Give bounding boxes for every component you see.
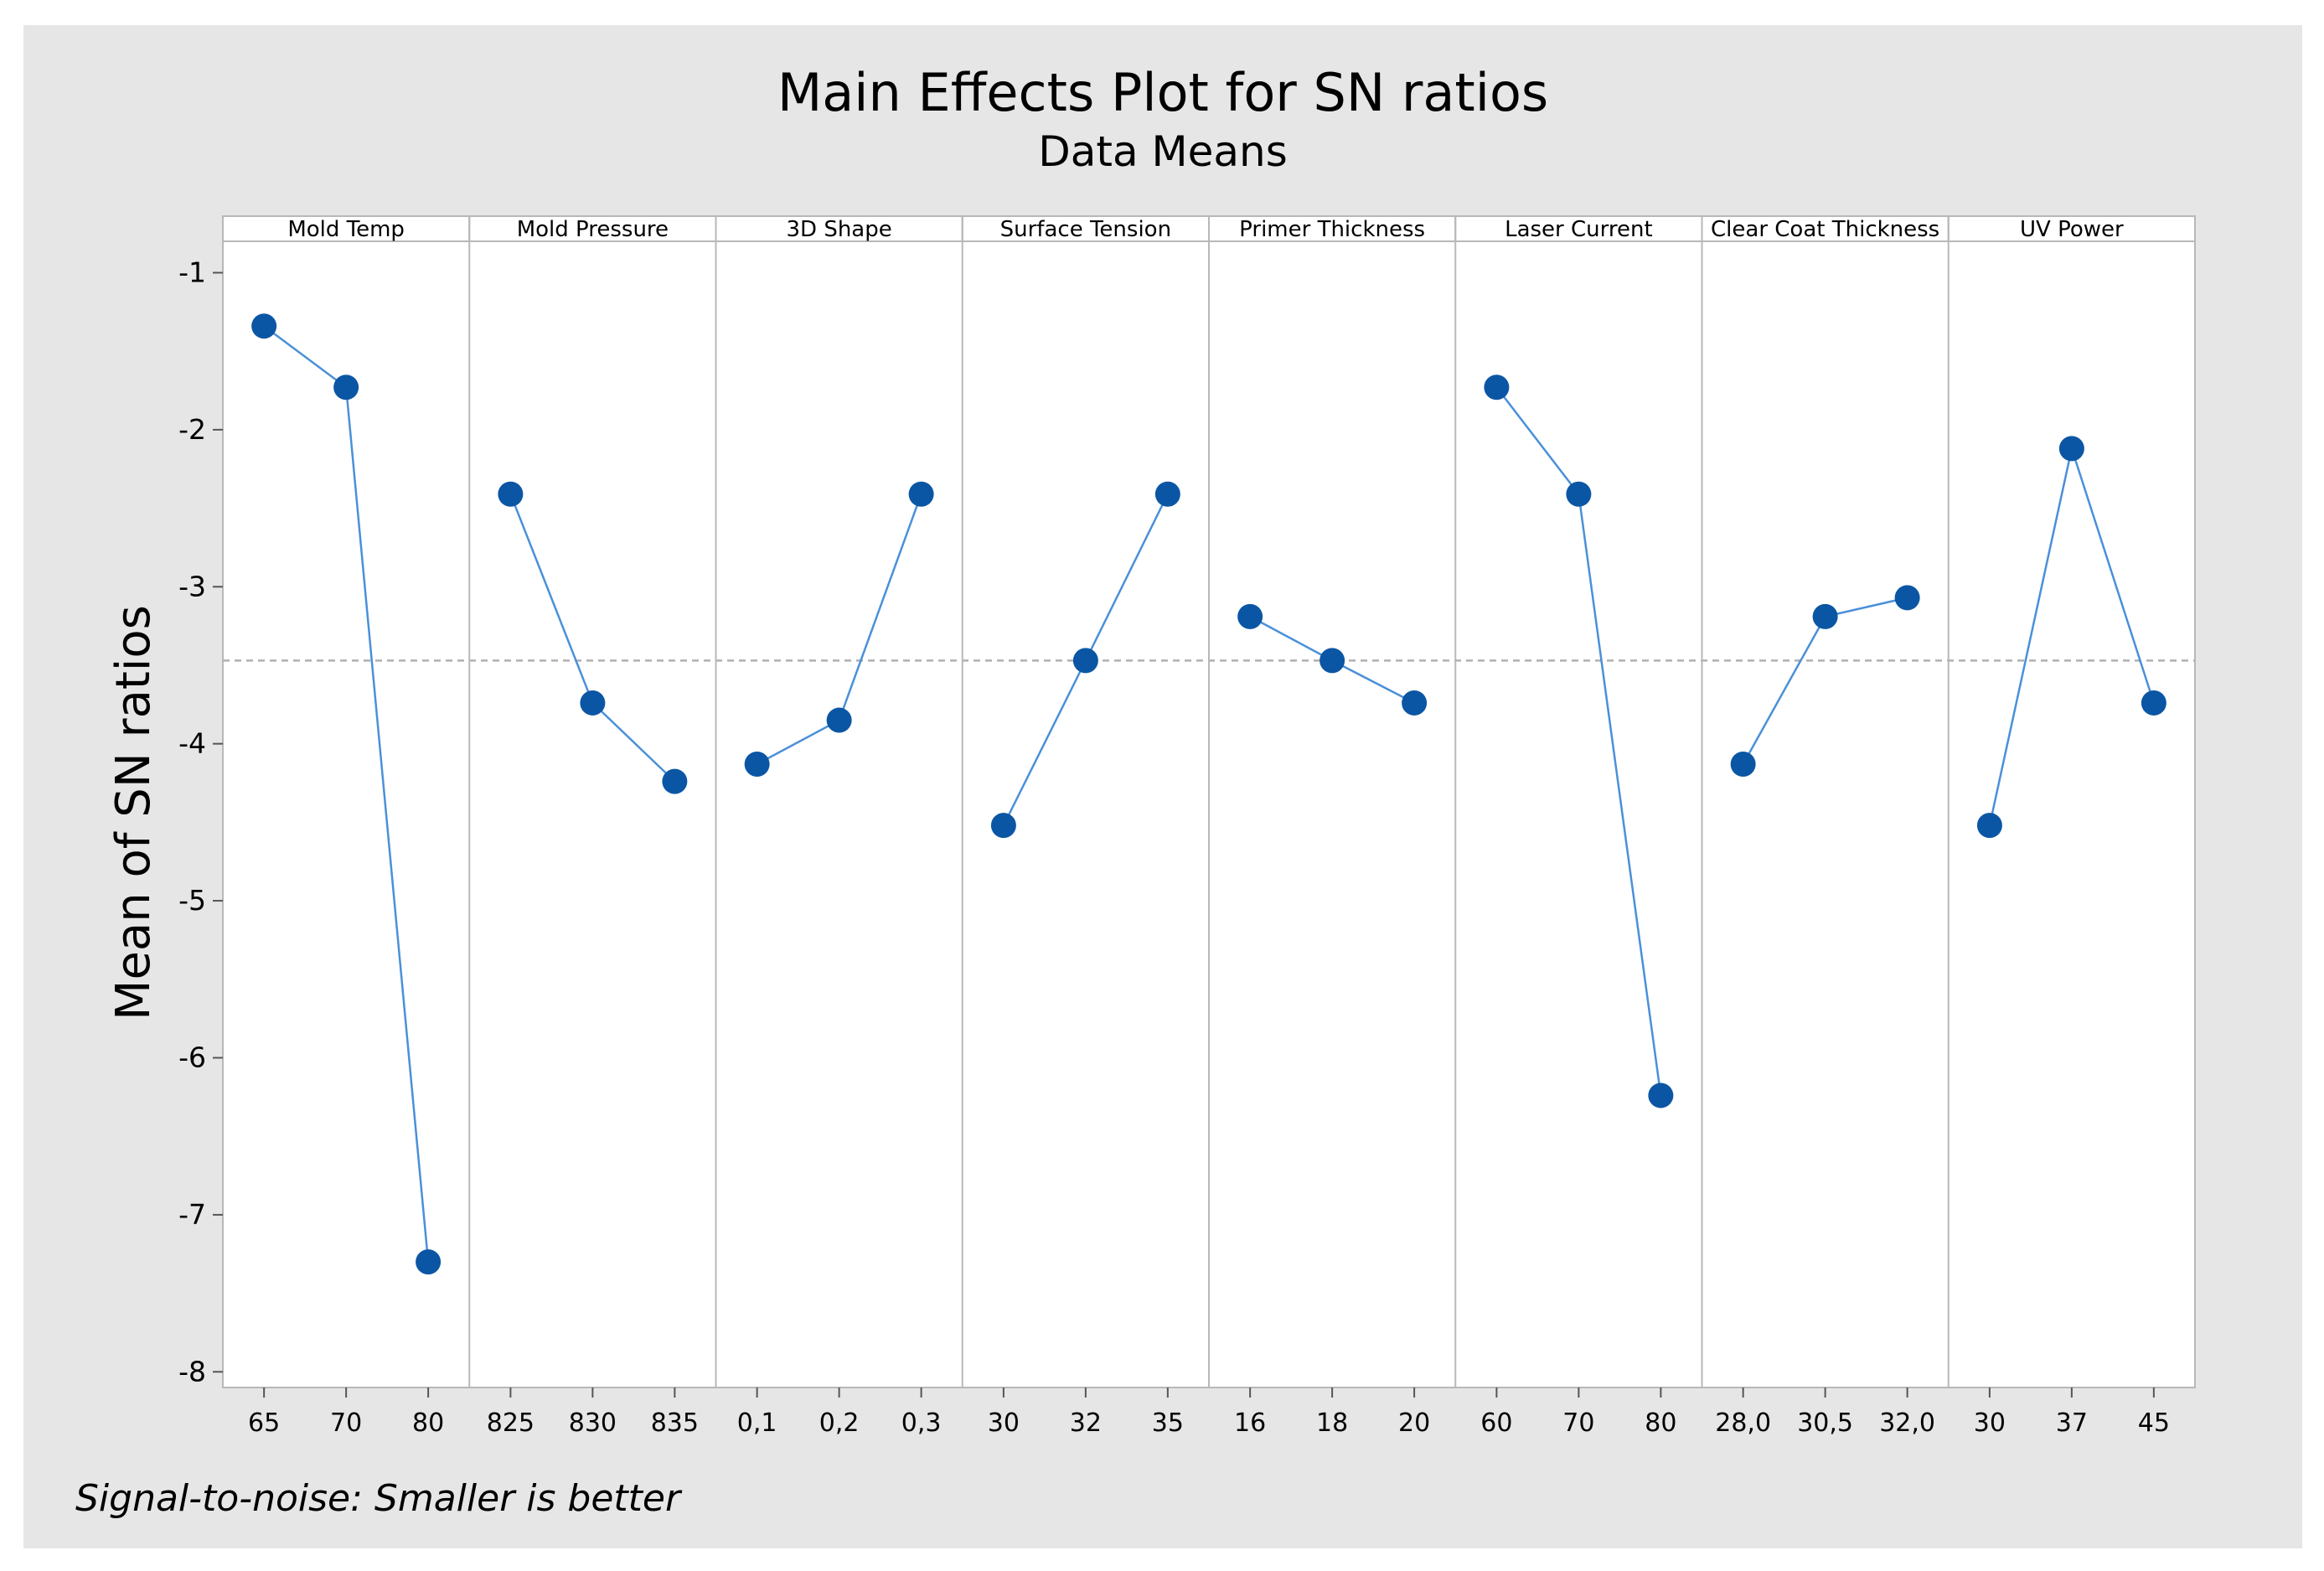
x-tick-label: 18	[1316, 1408, 1348, 1438]
x-tick-label: 70	[1562, 1408, 1594, 1438]
data-point	[826, 707, 852, 733]
data-point	[662, 768, 688, 794]
y-tick-label: -1	[178, 256, 206, 288]
y-tick-label: -5	[178, 884, 206, 917]
footnote: Signal-to-noise: Smaller is better	[75, 1477, 683, 1520]
x-tick-label: 0,3	[901, 1408, 942, 1438]
data-point	[416, 1249, 442, 1275]
data-point	[1072, 648, 1098, 674]
x-tick-label: 60	[1480, 1408, 1512, 1438]
data-point	[1484, 375, 1510, 401]
panel-strip	[1947, 215, 2196, 242]
plot-area: -1 -2 -3 -4 -5 -6 -7 -8 Mold Temp 65 70 80 Mold Pres…	[178, 215, 2196, 1438]
panel-title: Mold Pressure	[517, 217, 669, 242]
chart-title: Main Effects Plot for SN ratios	[777, 62, 1548, 123]
x-tick-label: 30	[988, 1408, 1020, 1438]
y-tick-label: -4	[178, 727, 206, 760]
x-tick-label: 70	[330, 1408, 362, 1438]
y-tick-label: -2	[178, 413, 206, 446]
y-axis-label: Mean of SN ratios	[106, 605, 161, 1021]
x-tick-label: 80	[1645, 1408, 1676, 1438]
panel-strip	[1701, 215, 1950, 242]
data-point	[1154, 481, 1180, 507]
x-tick-label: 32,0	[1879, 1408, 1935, 1438]
panel-strip	[1208, 215, 1457, 242]
x-tick-label: 830	[569, 1408, 617, 1438]
data-point	[1566, 481, 1592, 507]
y-tick-label: -3	[178, 570, 206, 602]
x-tick-label: 20	[1398, 1408, 1430, 1438]
x-tick-label: 45	[2138, 1408, 2170, 1438]
data-point	[908, 481, 934, 507]
panel-title: Surface Tension	[1000, 217, 1171, 242]
data-point	[1812, 603, 1838, 629]
data-point	[1730, 752, 1756, 778]
x-tick-label: 28,0	[1715, 1408, 1771, 1438]
panel-title: Mold Temp	[287, 217, 405, 242]
data-point	[990, 813, 1016, 839]
panel-strip	[961, 215, 1210, 242]
panel-title: Laser Current	[1505, 217, 1653, 242]
data-point	[580, 690, 606, 716]
data-point	[744, 752, 770, 778]
panel-strip	[222, 215, 471, 242]
x-tick-label: 0,2	[819, 1408, 860, 1438]
x-tick-label: 30,5	[1797, 1408, 1853, 1438]
data-point	[1237, 603, 1263, 629]
data-point	[251, 313, 277, 339]
x-tick-label: 835	[651, 1408, 699, 1438]
data-point	[2141, 690, 2166, 716]
y-tick-label: -8	[178, 1355, 206, 1388]
panel-strip	[1454, 215, 1703, 242]
data-point	[1402, 690, 1428, 716]
data-point	[2058, 436, 2084, 462]
data-point	[1976, 813, 2002, 839]
x-tick-label: 0,1	[737, 1408, 777, 1438]
x-tick-label: 16	[1234, 1408, 1266, 1438]
x-tick-label: 32	[1070, 1408, 1102, 1438]
chart-subtitle: Data Means	[1038, 127, 1288, 176]
x-tick-label: 65	[248, 1408, 280, 1438]
panel-title: 3D Shape	[787, 217, 892, 242]
data-point	[1648, 1083, 1674, 1108]
main-effects-chart: Main Effects Plot for SN ratios Data Mea…	[75, 62, 2196, 1520]
panel-title: Clear Coat Thickness	[1711, 217, 1939, 242]
panel-title: UV Power	[2020, 217, 2124, 242]
x-tick-label: 37	[2056, 1408, 2088, 1438]
y-tick-label: -7	[178, 1198, 206, 1231]
x-tick-label: 30	[1974, 1408, 2006, 1438]
data-point	[333, 375, 359, 401]
x-tick-label: 35	[1152, 1408, 1184, 1438]
panel-title: Primer Thickness	[1239, 217, 1425, 242]
x-tick-label: 825	[487, 1408, 535, 1438]
panel-strip	[715, 215, 963, 242]
data-point	[498, 481, 524, 507]
data-point	[1894, 585, 1920, 611]
x-tick-label: 80	[412, 1408, 444, 1438]
y-tick-label: -6	[178, 1041, 206, 1073]
figure-background: Main Effects Plot for SN ratios Data Mea…	[23, 25, 2302, 1548]
data-point	[1320, 648, 1345, 674]
